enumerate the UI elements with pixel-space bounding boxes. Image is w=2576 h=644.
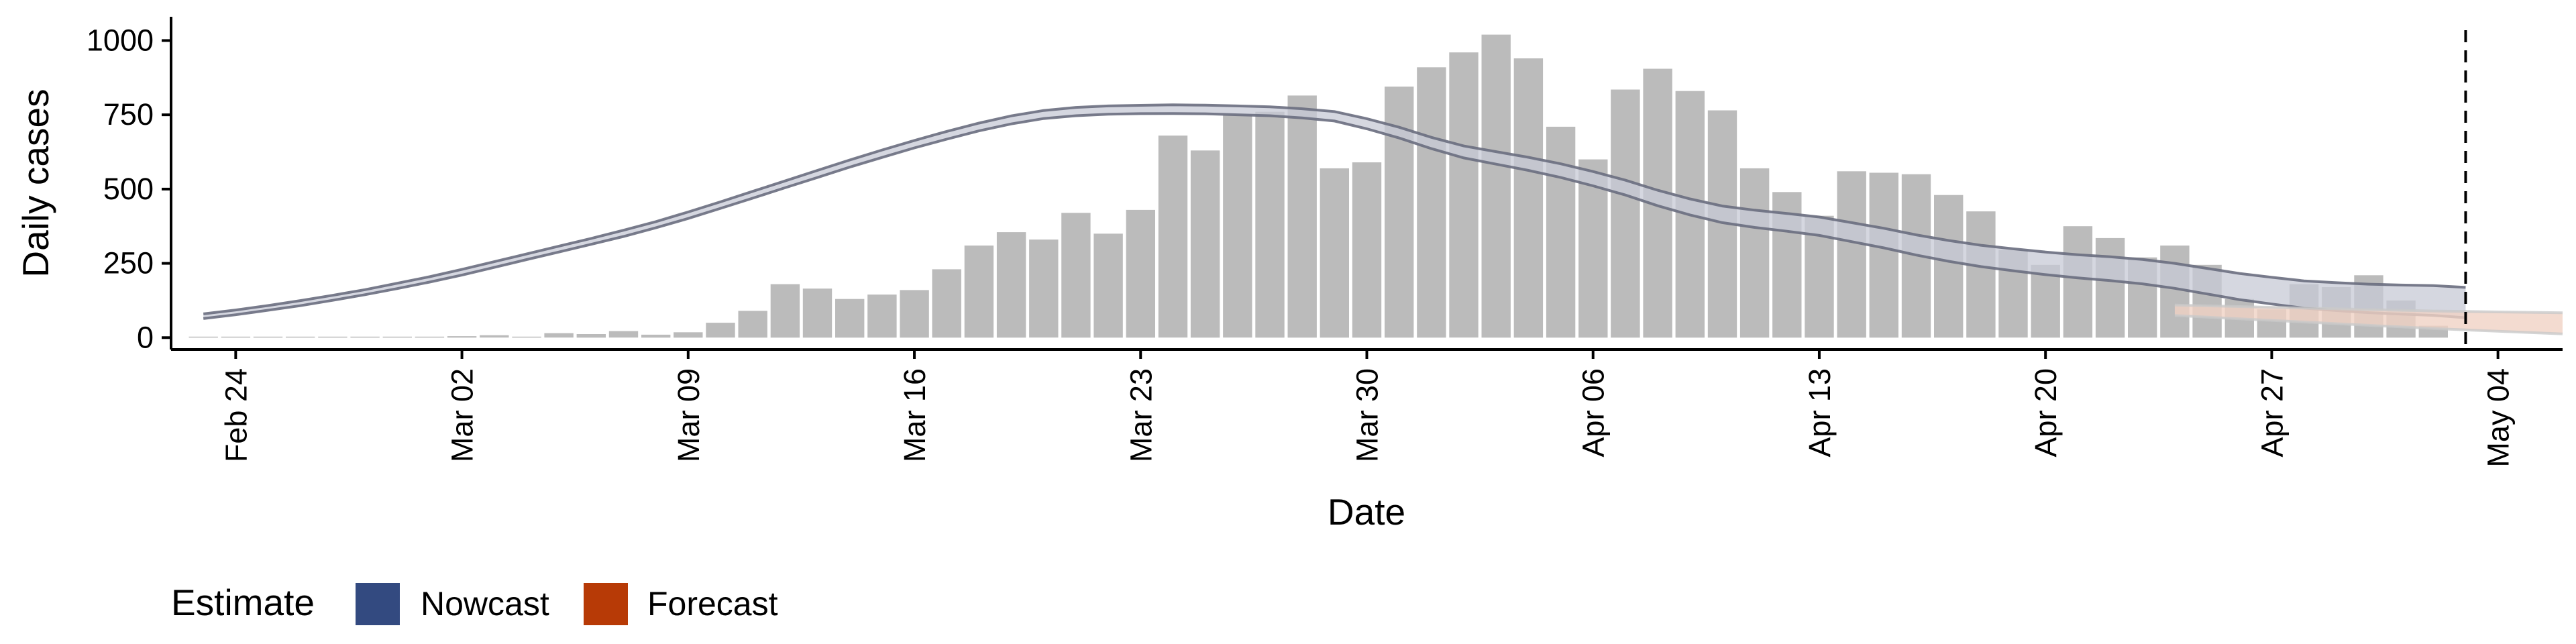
bar <box>576 334 606 338</box>
bar <box>1869 172 1898 338</box>
bar <box>932 269 961 338</box>
bar <box>1255 111 1285 338</box>
legend-title: Estimate <box>171 582 315 623</box>
nowcast-lower-line <box>203 112 2466 320</box>
nowcast-band <box>203 105 2466 319</box>
x-tick-label: Apr 13 <box>1803 368 1837 458</box>
legend-label-nowcast: Nowcast <box>421 585 549 623</box>
bar <box>1093 233 1123 338</box>
bar <box>706 323 735 338</box>
bar <box>382 336 412 338</box>
bar <box>1966 211 1996 338</box>
bar <box>738 311 767 338</box>
bar <box>2063 226 2093 338</box>
bar <box>1546 126 1576 338</box>
bar <box>1320 168 1349 338</box>
bar <box>1190 150 1220 338</box>
legend-key-forecast <box>584 583 628 625</box>
bar <box>674 332 703 338</box>
bar <box>996 232 1026 338</box>
bar <box>1352 162 1382 338</box>
legend: Estimate Nowcast Forecast <box>171 582 778 625</box>
bar <box>641 334 671 338</box>
x-tick-label: Feb 24 <box>219 368 253 462</box>
x-ticks: Feb 24 Mar 02 Mar 09 Mar 16 Mar 23 Mar 30 Apr … <box>219 350 2516 468</box>
bar <box>512 336 541 338</box>
bar <box>447 336 477 338</box>
bar <box>1287 95 1317 338</box>
bar <box>1449 52 1479 338</box>
x-tick-label: May 04 <box>2481 368 2516 468</box>
bar <box>1417 67 1446 338</box>
bar <box>835 299 865 338</box>
bar <box>1513 58 1544 338</box>
bar <box>2160 246 2190 338</box>
bar <box>1934 195 1964 338</box>
y-tick-label: 500 <box>103 172 154 206</box>
bar <box>221 336 251 338</box>
bar <box>189 336 218 338</box>
estimate-bands <box>203 103 2563 335</box>
bar <box>1481 34 1511 338</box>
y-axis-title: Daily cases <box>15 89 56 277</box>
bar <box>900 290 929 338</box>
bar <box>2031 264 2060 338</box>
bar <box>1611 89 1640 338</box>
legend-label-forecast: Forecast <box>647 585 778 623</box>
legend-key-nowcast <box>356 583 400 625</box>
bar <box>350 336 380 338</box>
x-axis-title: Date <box>1328 491 1405 533</box>
bar <box>286 336 315 338</box>
bar <box>867 294 897 338</box>
x-tick-label: Mar 02 <box>445 368 480 462</box>
y-tick-label: 0 <box>137 320 154 354</box>
bar <box>2095 237 2125 338</box>
bar <box>318 336 347 338</box>
bar <box>1126 209 1155 338</box>
bar <box>1158 136 1188 338</box>
bar <box>964 246 994 338</box>
y-ticks: 0 250 500 750 1000 <box>87 23 171 354</box>
forecast-lower-line <box>2174 314 2563 335</box>
bar <box>1739 168 1770 338</box>
bars <box>189 34 2448 338</box>
bar <box>1061 213 1091 338</box>
bar <box>608 331 639 338</box>
bar <box>802 288 833 338</box>
y-tick-label: 1000 <box>87 23 154 57</box>
bar <box>1837 171 1866 338</box>
x-tick-label: Apr 06 <box>1576 368 1611 458</box>
x-tick-label: Apr 20 <box>2029 368 2063 458</box>
bar <box>1029 239 1059 338</box>
x-tick-label: Mar 23 <box>1124 368 1158 462</box>
bar <box>544 333 574 338</box>
bar <box>1223 115 1252 338</box>
y-tick-label: 750 <box>103 97 154 131</box>
bar <box>415 336 445 338</box>
forecast-upper-line <box>2174 303 2563 315</box>
bar <box>770 284 800 338</box>
bar <box>480 335 509 338</box>
x-tick-label: Mar 09 <box>672 368 706 462</box>
x-tick-label: Mar 30 <box>1350 368 1385 462</box>
bar <box>253 336 283 338</box>
nowcast-upper-line <box>203 103 2466 315</box>
x-tick-label: Apr 27 <box>2255 368 2289 458</box>
x-tick-label: Mar 16 <box>898 368 932 462</box>
y-tick-label: 250 <box>103 246 154 280</box>
